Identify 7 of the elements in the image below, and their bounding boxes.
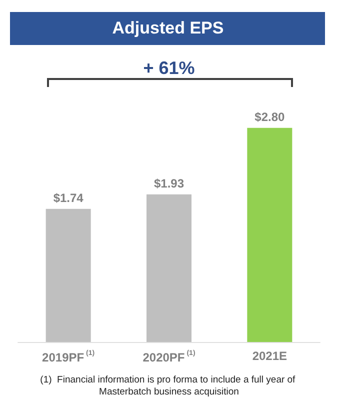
chart-title: Adjusted EPS (112, 18, 224, 38)
data-label: $1.74 (53, 190, 84, 205)
x-tick-label: 2021E (252, 349, 288, 363)
text: (1) Financial information is pro forma to include a full year of Masterbatch business acquisition (40, 374, 298, 398)
text: + 61% (143, 58, 195, 78)
data-label: $1.93 (154, 176, 184, 190)
data-label: $2.80 (254, 110, 286, 124)
